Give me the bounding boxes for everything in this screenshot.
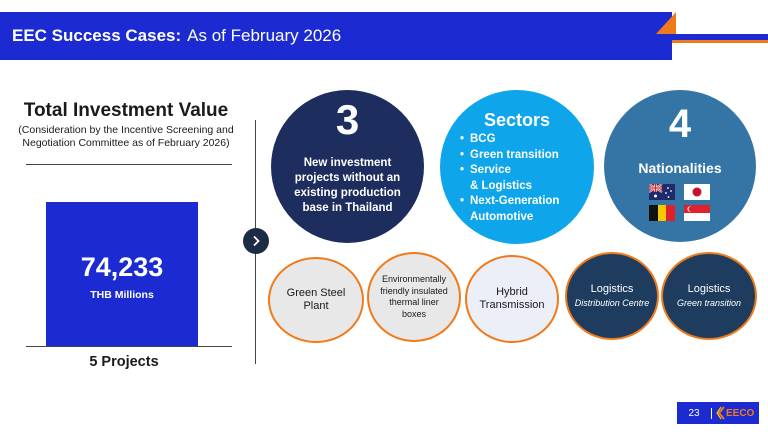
sector-item: • BCG xyxy=(460,133,496,145)
investment-divider xyxy=(26,164,232,165)
slide-header: EEC Success Cases: As of February 2026 xyxy=(0,12,672,60)
header-stripe-blue xyxy=(672,34,768,40)
eeco-logo-icon xyxy=(716,406,725,420)
nationalities-circle: 4 Nationalities xyxy=(604,90,756,242)
eeco-logo: EECO xyxy=(716,406,754,420)
page-number: 23 xyxy=(677,407,712,419)
australia-flag xyxy=(649,184,675,200)
singapore-flag xyxy=(684,205,710,221)
page-footer: 23 EECO xyxy=(677,402,759,424)
new-projects-number: 3 xyxy=(335,96,360,143)
header-orange-accent xyxy=(656,12,676,34)
sector-item: • Green transition xyxy=(460,148,559,161)
project-logistics-green: Logistics Green transition xyxy=(661,252,757,340)
project-thermal-liner: Environmentally friendly insulated therm… xyxy=(367,252,461,342)
investment-bar: 74,233 THB Millions xyxy=(46,202,198,346)
chevron-right-icon xyxy=(243,228,269,254)
investment-unit: THB Millions xyxy=(90,289,154,301)
new-projects-circle: 3 New investment projects without an exi… xyxy=(271,90,424,243)
project-count: 5 Projects xyxy=(89,354,159,370)
sectors-circle: Sectors • BCG • Green transition • Service … xyxy=(440,90,594,244)
investment-value: 74,233 xyxy=(80,252,164,282)
japan-flag xyxy=(684,184,710,200)
sector-item: & Logistics xyxy=(470,179,532,192)
nationalities-number: 4 xyxy=(668,102,692,146)
project-hybrid-transmission: Hybrid Transmission xyxy=(465,255,559,343)
investment-title: Total Investment Value xyxy=(23,100,229,121)
sectors-list: • BCG • Green transition • Service & Logist… xyxy=(460,132,559,225)
sector-item: Automotive xyxy=(470,210,534,223)
project-logistics-distribution: Logistics Distribution Centre xyxy=(565,252,659,340)
new-projects-description: New investment projects without an exist… xyxy=(294,157,401,214)
header-title-bold: EEC Success Cases: xyxy=(12,26,182,45)
project-green-steel: Green Steel Plant xyxy=(268,257,364,343)
bar-baseline xyxy=(26,346,232,347)
belgium-flag xyxy=(649,205,675,221)
header-stripe-orange xyxy=(672,40,768,43)
sector-item: • Next-Generation xyxy=(460,195,560,207)
sectors-title: Sectors xyxy=(483,110,551,130)
header-title-date: As of February 2026 xyxy=(187,26,342,45)
sector-item: • Service xyxy=(460,164,511,176)
investment-subtitle: (Consideration by the Incentive Screenin… xyxy=(18,124,234,149)
nationalities-label: Nationalities xyxy=(638,160,722,176)
